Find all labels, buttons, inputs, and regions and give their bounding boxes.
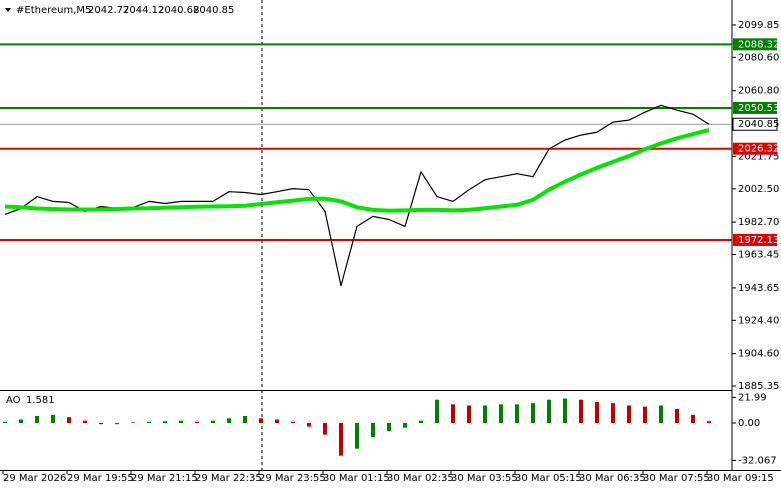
ao-bar	[707, 421, 711, 424]
y-tick-label: 0.00	[738, 418, 760, 429]
x-tick-label: 30 Mar 02:35	[387, 473, 454, 484]
ohlc-high: 2044.12	[123, 5, 164, 16]
ao-bar	[323, 423, 327, 435]
ao-bar	[163, 421, 167, 424]
ao-bar	[195, 421, 199, 424]
ao-bar	[179, 420, 183, 424]
x-tick-label: 29 Mar 21:15	[131, 473, 198, 484]
ao-bar	[563, 398, 567, 424]
ao-bar	[35, 416, 39, 424]
ao-bar	[515, 404, 519, 424]
ao-bar	[499, 404, 503, 424]
ao-bar	[147, 421, 151, 424]
ao-bar	[131, 422, 135, 424]
ao-bar	[275, 419, 279, 424]
ao-bar	[51, 414, 55, 424]
symbol-title: #Ethereum,M5	[16, 5, 91, 16]
ao-bar	[435, 399, 439, 424]
y-tick-label: 2080.60	[738, 52, 779, 63]
ao-bar	[259, 418, 263, 424]
moving-average	[4, 128, 710, 213]
ao-bar	[595, 402, 599, 424]
ao-bar	[387, 423, 391, 432]
ao-bar	[403, 423, 407, 428]
ao-bar	[371, 423, 375, 438]
ao-bar	[339, 423, 343, 456]
ao-bar	[675, 409, 679, 424]
x-tick-label: 30 Mar 07:55	[643, 473, 710, 484]
ao-bar	[307, 423, 311, 427]
ohlc-close: 2040.85	[193, 5, 234, 16]
x-tick-label: 30 Mar 01:15	[323, 473, 390, 484]
ohlc-low: 2040.68	[158, 5, 199, 16]
x-tick-label: 30 Mar 03:55	[451, 473, 518, 484]
ao-bar	[467, 405, 471, 424]
ohlc-open: 2042.77	[88, 5, 129, 16]
ao-bar	[627, 405, 631, 424]
ao-bar	[355, 423, 359, 449]
ao-bar	[419, 420, 423, 424]
level-label: 2050.53	[738, 103, 779, 114]
x-tick-label: 29 Mar 23:55	[259, 473, 326, 484]
y-tick-label: 21.99	[738, 392, 767, 403]
ao-bar	[227, 418, 231, 424]
x-tick-label: 29 Mar 19:55	[67, 473, 134, 484]
ao-value: 1.581	[26, 395, 55, 406]
ao-bar	[83, 420, 87, 424]
ao-bar	[451, 404, 455, 424]
ao-bar	[579, 399, 583, 424]
current-price-box	[732, 117, 778, 131]
ao-bar	[691, 414, 695, 424]
level-label-box	[733, 101, 777, 114]
y-tick-label: 1963.45	[738, 250, 779, 261]
ao-title: AO	[6, 395, 21, 406]
y-tick-label: 2002.50	[738, 184, 779, 195]
level-label: 1972.13	[738, 235, 779, 246]
ao-bar	[99, 423, 103, 425]
ao-bar	[19, 419, 23, 424]
ao-bar	[531, 403, 535, 424]
y-tick-label: 1982.70	[738, 217, 779, 228]
ao-bar	[67, 417, 71, 424]
y-tick-label: 2021.75	[738, 151, 779, 162]
y-tick-label: 2099.85	[738, 20, 779, 31]
ao-bar	[291, 421, 295, 424]
ao-bar	[547, 399, 551, 424]
x-tick-label: 29 Mar 22:35	[195, 473, 262, 484]
ao-bar	[243, 416, 247, 424]
x-tick-label: 30 Mar 09:15	[707, 473, 774, 484]
level-label-box	[733, 233, 777, 246]
y-tick-label: 1924.40	[738, 315, 779, 326]
ao-bar	[115, 423, 119, 425]
y-tick-label: 2060.80	[738, 86, 779, 97]
ao-bar	[3, 421, 7, 424]
y-tick-label: 1943.65	[738, 283, 779, 294]
x-tick-label: 30 Mar 05:15	[515, 473, 582, 484]
ao-bar	[611, 403, 615, 424]
y-tick-label: 1904.60	[738, 349, 779, 360]
level-label: 2026.32	[738, 144, 779, 155]
menu-arrow[interactable]	[5, 8, 11, 12]
level-label-box	[733, 142, 777, 155]
current-price-label: 2040.85	[738, 119, 779, 130]
y-tick-label: 1885.35	[738, 381, 779, 392]
ao-bar	[643, 406, 647, 424]
x-tick-label: 30 Mar 06:35	[579, 473, 646, 484]
ao-bar	[483, 405, 487, 424]
y-tick-label: -32.067	[738, 455, 777, 466]
x-tick-label: 29 Mar 2026	[3, 473, 66, 484]
ao-bar	[659, 405, 663, 424]
ao-bar	[211, 420, 215, 424]
level-label: 2088.32	[738, 39, 779, 50]
level-label-box	[733, 38, 777, 51]
